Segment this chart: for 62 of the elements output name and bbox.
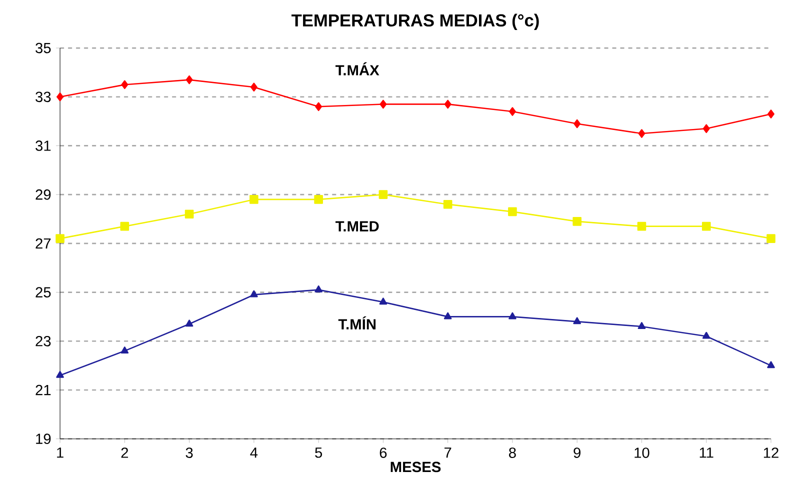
x-tick-label: 6 <box>380 448 387 458</box>
point <box>638 322 646 330</box>
x-tick-label: 12 <box>764 448 778 458</box>
x-tick-label: 1 <box>57 448 64 458</box>
point <box>314 195 323 204</box>
x-tick-label: 10 <box>634 448 650 458</box>
x-tick-label: 3 <box>186 448 193 458</box>
point <box>380 100 387 109</box>
point <box>702 332 710 340</box>
point <box>702 124 710 134</box>
point <box>444 100 452 109</box>
point <box>766 234 776 244</box>
y-tick-label: 23 <box>36 336 51 347</box>
point <box>573 317 581 324</box>
series-label: T.MÍN <box>338 316 376 330</box>
point <box>56 234 64 244</box>
point <box>120 346 129 354</box>
point <box>637 222 646 231</box>
x-tick-label: 2 <box>121 448 128 458</box>
y-tick-label: 29 <box>36 190 51 200</box>
y-tick-label: 31 <box>36 140 51 152</box>
x-tick-label: 4 <box>250 448 258 458</box>
series-label: T.MÁX <box>336 62 380 76</box>
point <box>186 76 193 84</box>
point <box>508 208 517 216</box>
point <box>378 190 388 200</box>
chart-title: TEMPERATURAS MEDIAS (°c) <box>291 14 539 30</box>
point <box>702 222 711 231</box>
point <box>250 82 258 92</box>
y-tick-label: 27 <box>36 238 51 249</box>
point <box>768 110 774 119</box>
series-label: T.MED <box>336 222 379 232</box>
point <box>185 320 194 327</box>
point <box>250 290 258 298</box>
y-tick-label: 25 <box>36 287 51 298</box>
point <box>314 286 322 293</box>
point <box>379 298 388 305</box>
point <box>443 200 452 209</box>
point <box>572 217 582 226</box>
y-tick-label: 33 <box>36 92 51 102</box>
point <box>184 210 194 219</box>
x-tick-label: 5 <box>315 448 322 458</box>
y-tick-label: 35 <box>36 43 51 54</box>
point <box>121 80 128 90</box>
y-tick-label: 19 <box>36 434 51 444</box>
point <box>250 195 258 204</box>
x-tick-label: 11 <box>700 448 714 458</box>
point <box>767 361 775 368</box>
x-tick-label: 8 <box>509 448 516 458</box>
x-tick-label: 7 <box>444 448 452 458</box>
y-tick-label: 21 <box>36 385 51 396</box>
x-tick-label: 9 <box>574 448 580 458</box>
point <box>444 312 452 320</box>
point <box>638 129 646 138</box>
point <box>56 92 64 102</box>
point <box>574 120 581 128</box>
point <box>120 222 130 231</box>
point <box>508 107 516 116</box>
point <box>508 312 516 320</box>
x-axis-title: MESES <box>390 462 441 472</box>
point <box>56 371 64 378</box>
point <box>315 102 322 112</box>
